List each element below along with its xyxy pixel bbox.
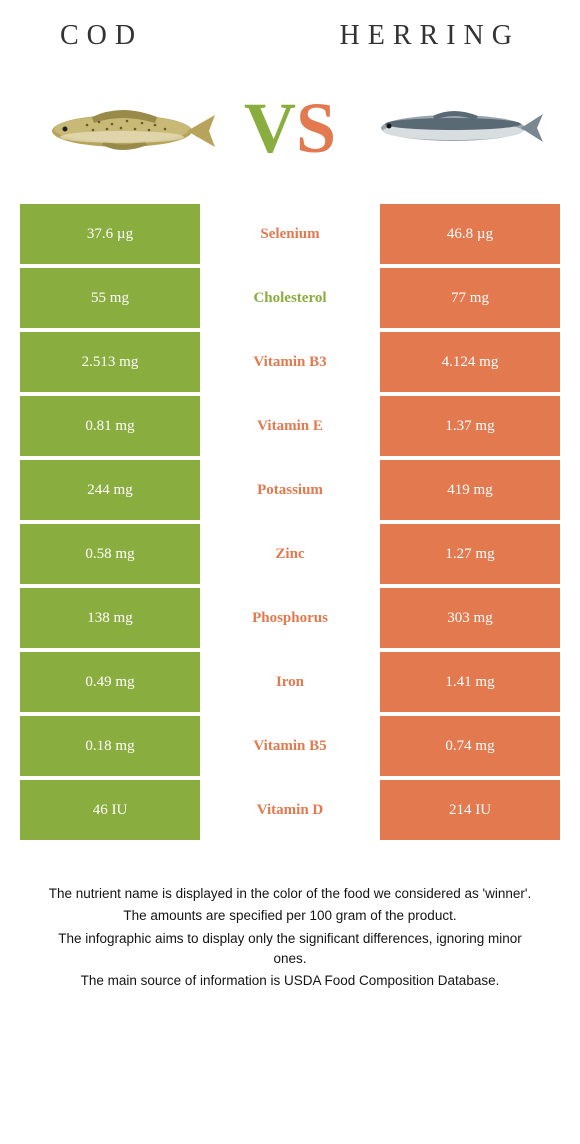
nutrient-label: Vitamin D [200,780,380,840]
nutrient-row: 0.18 mgVitamin B50.74 mg [20,716,560,776]
nutrient-label: Phosphorus [200,588,380,648]
left-value: 138 mg [20,588,200,648]
nutrient-row: 138 mgPhosphorus303 mg [20,588,560,648]
nutrient-row: 46 IUVitamin D214 IU [20,780,560,840]
left-value: 2.513 mg [20,332,200,392]
left-food-title: COD [60,20,143,52]
nutrient-row: 0.49 mgIron1.41 mg [20,652,560,712]
right-food-title: HERRING [340,20,520,52]
left-value: 0.81 mg [20,396,200,456]
nutrient-row: 37.6 µgSelenium46.8 µg [20,204,560,264]
infographic-page: COD HERRING VS [0,0,580,1033]
footer-line: The amounts are specified per 100 gram o… [40,906,540,926]
right-value: 1.27 mg [380,524,560,584]
vs-label: VS [244,92,336,164]
nutrient-label: Vitamin E [200,396,380,456]
right-value: 303 mg [380,588,560,648]
right-value: 46.8 µg [380,204,560,264]
nutrient-row: 0.81 mgVitamin E1.37 mg [20,396,560,456]
cod-image [30,93,224,163]
left-value: 55 mg [20,268,200,328]
nutrient-label: Cholesterol [200,268,380,328]
left-value: 0.49 mg [20,652,200,712]
left-value: 46 IU [20,780,200,840]
nutrient-label: Selenium [200,204,380,264]
vs-s: S [296,88,336,168]
left-value: 0.58 mg [20,524,200,584]
footer-notes: The nutrient name is displayed in the co… [20,844,560,1003]
footer-line: The main source of information is USDA F… [40,971,540,991]
right-value: 419 mg [380,460,560,520]
left-value: 0.18 mg [20,716,200,776]
right-value: 4.124 mg [380,332,560,392]
left-value: 244 mg [20,460,200,520]
right-value: 77 mg [380,268,560,328]
header: COD HERRING [20,20,560,62]
vs-row: VS [20,62,560,204]
herring-image [356,98,550,158]
nutrient-table: 37.6 µgSelenium46.8 µg55 mgCholesterol77… [20,204,560,840]
nutrient-row: 0.58 mgZinc1.27 mg [20,524,560,584]
nutrient-label: Potassium [200,460,380,520]
footer-line: The infographic aims to display only the… [40,929,540,970]
nutrient-label: Iron [200,652,380,712]
right-value: 214 IU [380,780,560,840]
left-value: 37.6 µg [20,204,200,264]
nutrient-row: 2.513 mgVitamin B34.124 mg [20,332,560,392]
nutrient-row: 55 mgCholesterol77 mg [20,268,560,328]
nutrient-label: Zinc [200,524,380,584]
vs-v: V [244,88,296,168]
right-value: 1.37 mg [380,396,560,456]
nutrient-label: Vitamin B5 [200,716,380,776]
nutrient-row: 244 mgPotassium419 mg [20,460,560,520]
nutrient-label: Vitamin B3 [200,332,380,392]
right-value: 0.74 mg [380,716,560,776]
footer-line: The nutrient name is displayed in the co… [40,884,540,904]
right-value: 1.41 mg [380,652,560,712]
